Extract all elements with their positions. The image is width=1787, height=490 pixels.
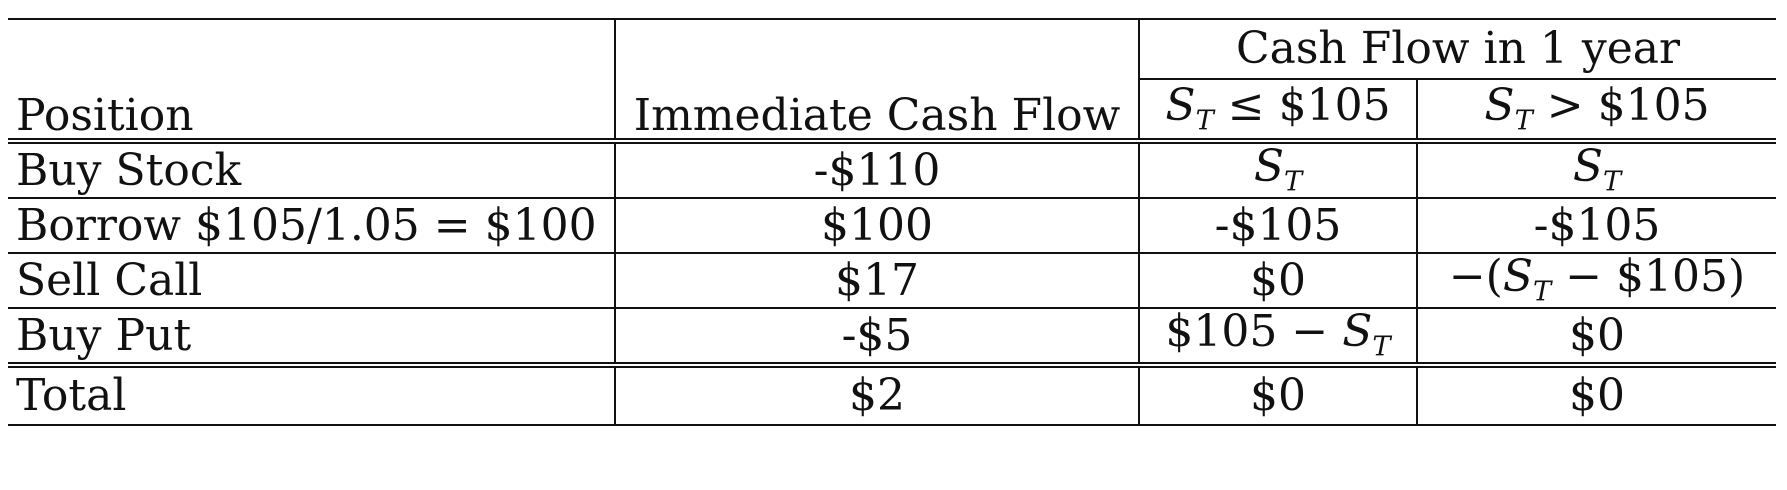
row-le-105: ST	[1138, 141, 1417, 199]
row-gt-105: ST	[1416, 141, 1776, 199]
row-le-105: $0	[1138, 253, 1417, 309]
header-row-group: Cash Flow in 1 year	[8, 18, 1776, 80]
group-header-cash-flow-1-year: Cash Flow in 1 year	[1138, 18, 1776, 80]
row-le-105: $105 − ST	[1138, 308, 1417, 368]
total-position: Total	[8, 365, 615, 426]
stock-price-at-t-symbol: ST	[1484, 79, 1533, 137]
stock-price-at-t-symbol: ST	[1342, 308, 1391, 363]
row-immediate: $17	[614, 253, 1139, 309]
stock-price-at-t-symbol: ST	[1502, 253, 1552, 308]
table-row: Buy Put -$5 $105 − ST $0	[8, 308, 1776, 368]
header-st-gt-105: ST > $105	[1416, 79, 1776, 144]
header-st-le-105: ST ≤ $105	[1138, 79, 1417, 144]
header-row: Position Immediate Cash Flow ST ≤ $105 S…	[8, 79, 1776, 144]
total-immediate: $2	[614, 365, 1139, 426]
header-position: Position	[8, 79, 615, 144]
header-spacer-position	[8, 18, 615, 79]
table-row: Sell Call $17 $0 −(ST − $105)	[8, 253, 1776, 309]
stock-price-at-t-symbol: ST	[1253, 141, 1303, 198]
table-row: Borrow $105/1.05 = $100 $100 -$105 -$105	[8, 198, 1776, 254]
row-position: Buy Put	[8, 308, 615, 368]
row-position: Buy Stock	[8, 141, 615, 199]
row-gt-105: -$105	[1416, 198, 1776, 254]
row-gt-105: −(ST − $105)	[1416, 253, 1776, 309]
row-position: Sell Call	[8, 253, 615, 309]
stock-price-at-t-symbol: ST	[1572, 141, 1622, 198]
total-le-105: $0	[1138, 365, 1417, 426]
cash-flow-table-container: Cash Flow in 1 year Position Immediate C…	[8, 18, 1776, 426]
row-position: Borrow $105/1.05 = $100	[8, 198, 615, 254]
total-row: Total $2 $0 $0	[8, 365, 1776, 426]
row-immediate: -$110	[614, 141, 1139, 199]
row-immediate: $100	[614, 198, 1139, 254]
cash-flow-table: Cash Flow in 1 year Position Immediate C…	[8, 18, 1776, 426]
table-row: Buy Stock -$110 ST ST	[8, 141, 1776, 199]
stock-price-at-t-symbol: ST	[1165, 79, 1214, 137]
total-gt-105: $0	[1416, 365, 1776, 426]
row-gt-105: $0	[1416, 308, 1776, 368]
header-immediate-cash-flow: Immediate Cash Flow	[614, 79, 1139, 144]
row-immediate: -$5	[614, 308, 1139, 368]
row-le-105: -$105	[1138, 198, 1417, 254]
header-spacer-immediate	[614, 18, 1139, 79]
